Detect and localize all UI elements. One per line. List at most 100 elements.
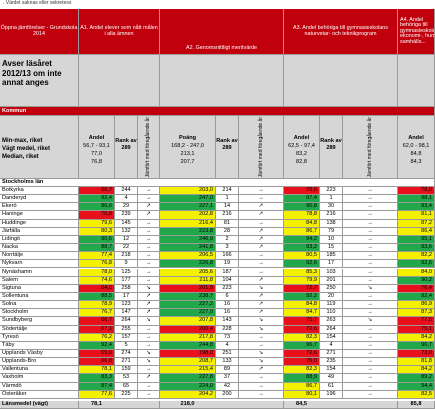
a2-value: 223,8 <box>160 227 216 236</box>
a3-value: 82,3 <box>284 333 320 342</box>
a1-trend: → <box>138 252 160 261</box>
a3-trend: → <box>343 187 398 196</box>
a3-value: 82,3 <box>284 366 320 375</box>
a4-value: 90,2 <box>398 276 435 285</box>
a1-trend: ↘ <box>138 284 160 293</box>
a1-value: 76,8 <box>79 260 115 269</box>
a2-rank: 4 <box>216 341 239 350</box>
a3-trend: → <box>343 211 398 220</box>
stats-a3: Andel 62,5 - 97,4 83,2 82,8 <box>284 116 320 179</box>
a3-value: 80,5 <box>284 252 320 261</box>
a1-trend: → <box>138 268 160 277</box>
a2-value: 247,0 <box>160 195 216 204</box>
a1-value: 86,6 <box>79 203 115 212</box>
a2-rank: 14 <box>216 203 239 212</box>
a3-value: 92,2 <box>284 292 320 302</box>
a2-rank: 37 <box>216 374 239 383</box>
a1-value: 77,6 <box>79 390 115 399</box>
a2-trend: → <box>239 187 284 196</box>
a3-rank: 201 <box>320 276 343 285</box>
a1-trend: → <box>138 276 160 285</box>
a2-value: 226,8 <box>160 260 216 269</box>
a3-value: 75,7 <box>284 317 320 326</box>
a4-value: 86,9 <box>398 301 435 310</box>
a2-rank: 1 <box>216 195 239 204</box>
a3-rank: 79 <box>320 227 343 236</box>
a3-rank: 263 <box>320 317 343 326</box>
a2-rank: 2 <box>216 235 239 245</box>
a1-value: 76,7 <box>79 309 115 318</box>
a2-rank: 3 <box>216 244 239 253</box>
a4-value: 93,4 <box>398 203 435 212</box>
municipality-name: Sundbyberg <box>0 317 79 326</box>
a1-rank: 12 <box>115 235 138 245</box>
a3-rank: 185 <box>320 252 343 261</box>
a4-value: 84,2 <box>398 366 435 375</box>
a2-rank: 223 <box>216 284 239 293</box>
a2-rank: 42 <box>216 382 239 391</box>
a1-trend: ↘ <box>138 317 160 326</box>
municipality-name: Sollentuna <box>0 292 79 302</box>
a1-trend: → <box>138 390 160 399</box>
a3-value: 85,3 <box>284 268 320 277</box>
a4-value: 81,1 <box>398 211 435 220</box>
a3-trend: ↘ <box>343 284 398 293</box>
stats-a1-trend: Jämfört med föregående år <box>138 116 160 179</box>
a2-value: 205,6 <box>160 268 216 277</box>
a4-value: 84,2 <box>398 333 435 342</box>
a2-trend: ↗ <box>239 309 284 318</box>
a3-value: 88,9 <box>284 374 320 383</box>
a3-trend: → <box>343 374 398 383</box>
a3-value: 86,7 <box>284 227 320 236</box>
a1-rank: 17 <box>115 292 138 302</box>
a3-value: 84,7 <box>284 309 320 318</box>
a1-value: 92,4 <box>79 195 115 204</box>
municipality-name: Botkyrka <box>0 187 79 196</box>
a3-rank: 1 <box>320 195 343 204</box>
a3-trend: → <box>343 366 398 375</box>
a1-rank: 157 <box>115 333 138 342</box>
a2-trend: → <box>239 333 284 342</box>
a2-trend: ↗ <box>239 366 284 375</box>
a1-value: 78,9 <box>79 301 115 310</box>
municipality-name: Sigtuna <box>0 284 79 293</box>
a3-rank: 250 <box>320 284 343 293</box>
a1-rank: 4 <box>115 195 138 204</box>
a4-value: 89,2 <box>398 374 435 383</box>
municipality-name: Lidingö <box>0 235 79 245</box>
stats-a3-trend: Jämfört med föregående år <box>343 116 398 179</box>
a3-trend: → <box>343 252 398 261</box>
a2-value: 208,7 <box>160 358 216 367</box>
a2-value: 244,8 <box>160 341 216 350</box>
a1-value: 64,0 <box>79 284 115 293</box>
a2-rank: 187 <box>216 268 239 277</box>
a1-value: 92,4 <box>79 341 115 350</box>
a1-rank: 264 <box>115 317 138 326</box>
a3-rank: 264 <box>320 325 343 334</box>
a1-trend: → <box>138 219 160 228</box>
a2-rank: 200 <box>216 390 239 399</box>
a1-value: 77,4 <box>79 252 115 261</box>
a2-trend: → <box>239 252 284 261</box>
a2-rank: 166 <box>216 252 239 261</box>
a3-value: 90,8 <box>284 203 320 212</box>
a1-trend: → <box>138 187 160 196</box>
a1-trend: → <box>138 341 160 350</box>
a2-value: 198,0 <box>160 350 216 359</box>
a3-rank: 49 <box>320 374 343 383</box>
a1-trend: → <box>138 195 160 204</box>
a2-trend: ↘ <box>239 284 284 293</box>
region-label: Stockholms län <box>0 179 435 187</box>
a3-rank: 196 <box>320 390 343 399</box>
note: . Värdet saknas eller sekretess <box>3 0 72 6</box>
a1-rank: 29 <box>115 203 138 212</box>
a4-value: 82,2 <box>398 252 435 261</box>
a3-rank: 103 <box>320 268 343 277</box>
municipality-name: Tyresö <box>0 333 79 342</box>
a3-value: 84,8 <box>284 219 320 228</box>
a3-value: 96,7 <box>284 341 320 350</box>
a3-rank: 216 <box>320 211 343 220</box>
a3-value: 84,8 <box>284 301 320 310</box>
a3-rank: 20 <box>320 292 343 302</box>
a2-value: 227,1 <box>160 203 216 212</box>
